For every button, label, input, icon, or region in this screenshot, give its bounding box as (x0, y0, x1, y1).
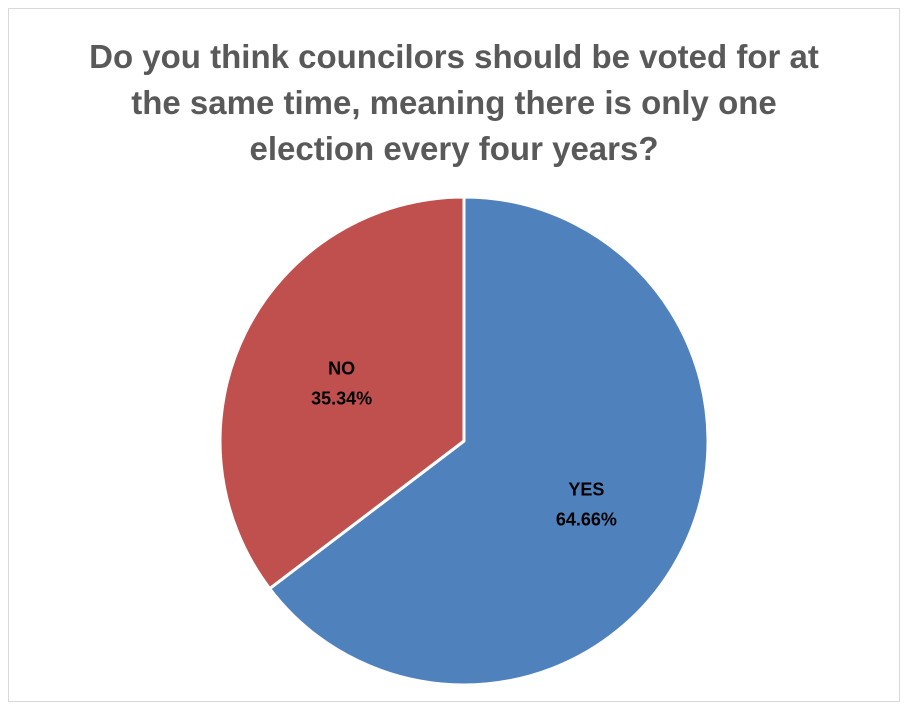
chart-title-line-3: election every four years? (249, 130, 659, 167)
chart-title: Do you think councilors should be voted … (0, 34, 908, 172)
chart-title-line-2: the same time, meaning there is only one (131, 84, 777, 121)
slice-value-no: 35.34% (311, 388, 372, 408)
slice-value-yes: 64.66% (556, 510, 617, 530)
slice-label-no: NO (328, 358, 355, 378)
pie-slice-yes (268, 195, 710, 687)
chart-title-line-1: Do you think councilors should be voted … (89, 38, 819, 75)
pie-slice-no (218, 195, 466, 591)
slice-label-yes: YES (568, 480, 604, 500)
